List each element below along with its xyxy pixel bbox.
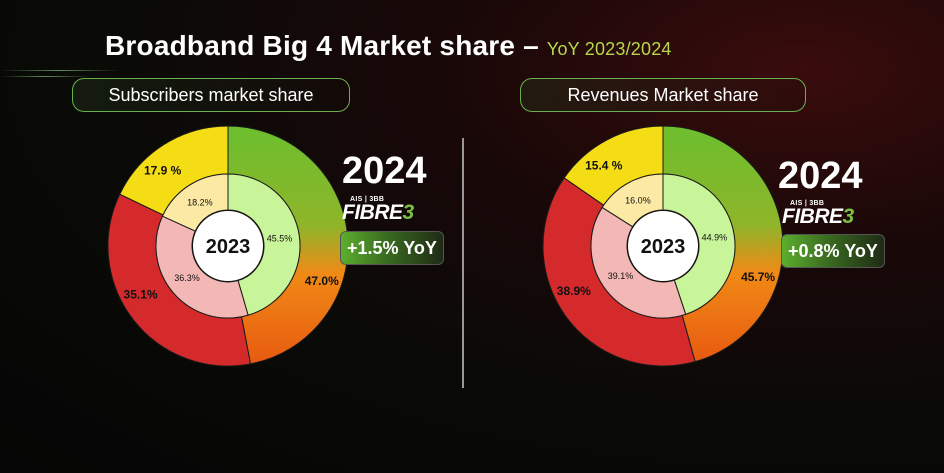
- brand-word: FIBRE3: [782, 205, 854, 228]
- subscribers-label: Subscribers market share: [72, 78, 350, 112]
- inner-slice-competitor-red: [590, 206, 687, 319]
- inner-data-label-competitor-red: 36.3%: [174, 273, 200, 283]
- inner-slice-competitor-yellow: [601, 173, 664, 228]
- center-year-label: 2023: [641, 236, 686, 258]
- center-year-label: 2023: [206, 236, 251, 258]
- revenues-label: Revenues Market share: [520, 78, 806, 112]
- inner-slice-ais: [227, 173, 301, 316]
- center-hole: [193, 211, 263, 281]
- decorative-line: [0, 70, 120, 71]
- inner-slice-ais: [662, 173, 736, 315]
- inner-data-label-ais: 44.9%: [702, 233, 728, 243]
- yoy-badge: +1.5% YoY: [340, 231, 444, 265]
- outer-data-label-ais: 45.7%: [741, 270, 775, 284]
- inner-data-label-competitor-yellow: 18.2%: [187, 197, 213, 207]
- panel-divider: [462, 138, 464, 388]
- page-title: Broadband Big 4 Market share – YoY 2023/2…: [105, 30, 672, 62]
- yoy-badge: +0.8% YoY: [781, 234, 885, 268]
- brand-top: AIS | 3BB: [790, 200, 825, 207]
- inner-data-label-competitor-yellow: 16.0%: [625, 195, 651, 205]
- inner-data-label-ais: 45.5%: [267, 234, 293, 244]
- title-main: Broadband Big 4 Market share –: [105, 30, 539, 61]
- inner-data-label-competitor-red: 39.1%: [608, 271, 634, 281]
- subscribers-donut-chart: 2023 47.0% 35.1% 17.9 % 45.5% 36.3% 18.2%: [107, 125, 349, 367]
- outer-data-label-ais: 47.0%: [305, 274, 339, 288]
- year-2024-label: 2024: [778, 155, 863, 197]
- outer-data-label-competitor-yellow: 17.9 %: [144, 163, 182, 177]
- outer-data-label-competitor-yellow: 15.4 %: [585, 158, 623, 172]
- ais-3bb-fibre3-logo: AIS | 3BB FIBRE3: [342, 196, 416, 224]
- revenues-donut-chart: 2023 45.7% 38.9% 15.4 % 44.9% 39.1% 16.0%: [542, 125, 784, 367]
- inner-slice-competitor-yellow: [161, 173, 229, 232]
- outer-data-label-competitor-red: 38.9%: [557, 284, 591, 298]
- inner-slice-competitor-red: [155, 215, 249, 319]
- outer-data-label-competitor-red: 35.1%: [124, 288, 158, 302]
- ais-3bb-fibre3-logo: AIS | 3BB FIBRE3: [782, 200, 856, 228]
- brand-top: AIS | 3BB: [350, 196, 385, 203]
- panel-label: Revenues Market share: [567, 84, 759, 105]
- center-hole: [628, 211, 698, 281]
- panel-label: Subscribers market share: [108, 84, 314, 105]
- year-2024-label: 2024: [342, 150, 427, 192]
- brand-word: FIBRE3: [342, 201, 414, 224]
- decorative-line: [0, 76, 90, 77]
- title-sub: YoY 2023/2024: [546, 39, 672, 59]
